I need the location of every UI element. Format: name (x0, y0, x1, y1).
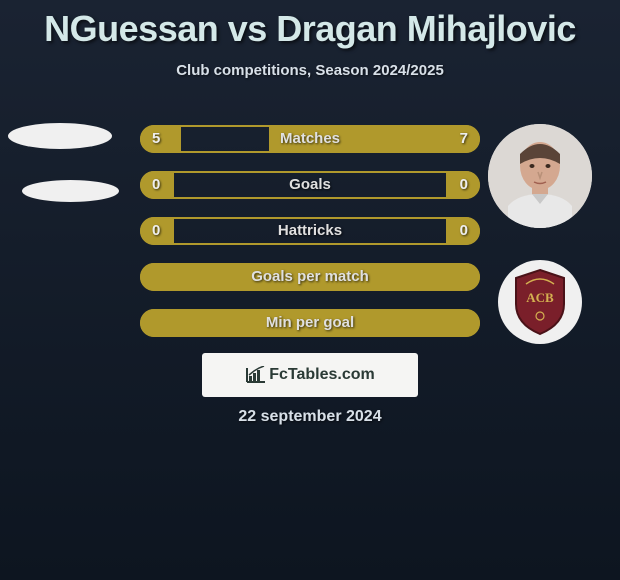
stat-label: Goals per match (140, 263, 480, 291)
stat-row: 57Matches (140, 125, 480, 153)
svg-text:ACB: ACB (526, 290, 554, 305)
stat-label: Min per goal (140, 309, 480, 337)
page-title: NGuessan vs Dragan Mihajlovic (0, 0, 620, 50)
stat-label: Hattricks (140, 217, 480, 245)
stat-row: Goals per match (140, 263, 480, 291)
date-text: 22 september 2024 (0, 408, 620, 426)
chart-icon (245, 366, 267, 384)
stat-row: 00Hattricks (140, 217, 480, 245)
player-right-avatar (488, 124, 592, 228)
stat-row: 00Goals (140, 171, 480, 199)
stat-row: Min per goal (140, 309, 480, 337)
comparison-bars: 57Matches 00Goals 00Hattricks Goals per mat… (140, 125, 480, 355)
player-left-placeholder-2 (22, 180, 119, 202)
stat-label: Matches (140, 125, 480, 153)
player-right-club-badge: ACB (498, 260, 582, 344)
subtitle: Club competitions, Season 2024/2025 (0, 62, 620, 79)
watermark: FcTables.com (202, 353, 418, 397)
player-left-placeholder-1 (8, 123, 112, 149)
stat-label: Goals (140, 171, 480, 199)
watermark-text: FcTables.com (269, 366, 375, 384)
